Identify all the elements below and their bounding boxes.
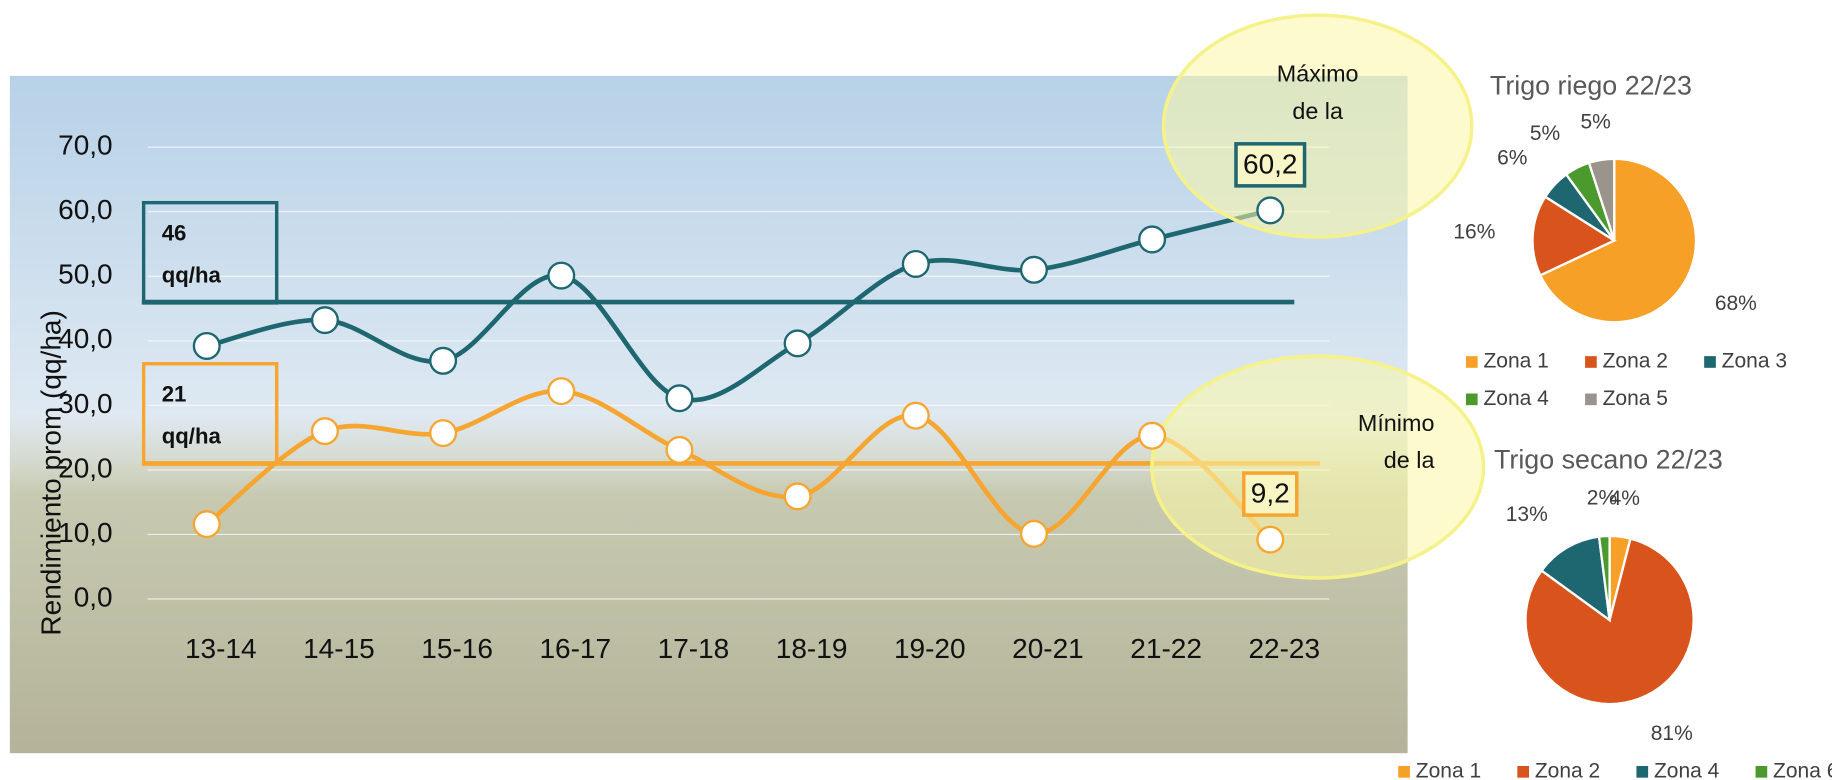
pie-value-label: 5% (1530, 122, 1560, 145)
annotation: Máximo de la serie (1230, 56, 1405, 138)
x-tick-label: 18-19 (776, 633, 848, 664)
pie-slice (1587, 157, 1616, 241)
annotation-text: Mínimo de la serie (1357, 411, 1435, 487)
reference-box: 46 qq/ha (141, 200, 279, 305)
legend-label: Zona 3 (1722, 350, 1787, 373)
reference-label-text: 46 qq/ha (161, 221, 221, 289)
value-label-box (1242, 471, 1299, 517)
y-tick-label: 20,0 (58, 452, 113, 483)
legend-label: Zona 2 (1603, 350, 1668, 373)
value-label-box (1234, 142, 1307, 188)
annotation-box: Máximo de la serie (1230, 56, 1405, 138)
legend-swatch (1636, 765, 1649, 778)
legend-label: Zona 1 (1416, 759, 1481, 780)
legend-label: Zona 4 (1483, 387, 1549, 410)
legend-swatch (1465, 393, 1478, 406)
pie-title: Trigo secano 22/23 (1494, 444, 1723, 474)
point-marker (1256, 196, 1285, 225)
point-marker (429, 419, 458, 448)
point-marker (547, 377, 576, 406)
point-marker (310, 306, 339, 335)
series-line (205, 388, 1272, 542)
y-axis-title: Rendimiento prom (qq/ha) (36, 310, 67, 635)
point-marker (901, 401, 930, 430)
pie-value-label: 81% (1651, 722, 1693, 745)
point-marker (783, 329, 812, 358)
pie-slice (1597, 534, 1611, 621)
point-marker (665, 384, 694, 413)
pie-title: Trigo riego 22/23 (1490, 71, 1692, 101)
legend-swatch (1755, 765, 1768, 778)
point-marker (547, 261, 576, 290)
y-tick-label: 60,0 (58, 194, 113, 225)
legend-swatch (1517, 765, 1530, 778)
x-tick-label: 13-14 (185, 633, 257, 664)
point-marker (901, 249, 930, 278)
point-marker (1138, 421, 1167, 450)
x-tick-label: 20-21 (1012, 633, 1084, 664)
y-tick-label: 50,0 (58, 259, 113, 290)
series-line (206, 208, 1271, 403)
point-marker (1019, 519, 1048, 548)
reference-label: 46 qq/ha (141, 200, 279, 305)
value-label: 9,2 (1251, 478, 1290, 509)
legend-label: Zona 5 (1603, 387, 1668, 410)
pie-slice (1531, 195, 1617, 277)
legend-swatch (1398, 765, 1410, 778)
legend-label: Zona 4 (1654, 759, 1720, 780)
y-tick-label: 40,0 (58, 323, 113, 354)
legend-label: Zona 6 (1773, 759, 1832, 780)
point-marker (665, 435, 694, 464)
point-marker (192, 331, 221, 360)
x-tick-label: 22-23 (1248, 633, 1320, 664)
pie-value-label: 68% (1715, 292, 1757, 315)
pie-slice (1538, 157, 1698, 324)
reference-label: 21 qq/ha (141, 361, 279, 466)
y-tick-label: 0,0 (74, 581, 113, 612)
point-marker (1019, 255, 1048, 284)
annotation-text: Máximo de la serie (1276, 61, 1359, 138)
x-tick-label: 17-18 (658, 633, 730, 664)
point-marker (1256, 525, 1285, 554)
legend-swatch (1704, 356, 1716, 368)
pie-value-label: 13% (1506, 503, 1548, 526)
legend-label: Zona 1 (1483, 350, 1548, 373)
legend-swatch (1465, 356, 1478, 368)
x-tick-label: 19-20 (894, 633, 966, 664)
x-tick-label: 16-17 (539, 633, 611, 664)
y-tick-label: 30,0 (58, 388, 113, 419)
pie-value-label: 4% (1610, 487, 1640, 510)
highlight-ellipse (1150, 354, 1486, 580)
point-marker (192, 510, 221, 539)
point-marker (310, 417, 339, 446)
y-tick-label: 70,0 (58, 130, 113, 161)
point-marker (783, 482, 812, 511)
reference-box: 21 qq/ha (141, 361, 279, 466)
x-tick-label: 21-22 (1130, 633, 1202, 664)
pie-value-label: 16% (1453, 221, 1495, 244)
annotation: Mínimo de la serie (1250, 405, 1435, 487)
reference-label-text: 21 qq/ha (161, 382, 221, 450)
point-marker (429, 346, 458, 375)
y-tick-label: 10,0 (58, 517, 113, 548)
legend-swatch (1585, 356, 1597, 368)
pie-value-label: 6% (1497, 147, 1527, 170)
pie-slice (1539, 535, 1612, 623)
point-marker (1138, 225, 1167, 254)
legend-swatch (1585, 393, 1597, 406)
pie-value-label: 5% (1580, 110, 1610, 133)
x-tick-label: 15-16 (421, 633, 493, 664)
legend-label: Zona 2 (1535, 759, 1600, 780)
x-tick-label: 14-15 (303, 633, 375, 664)
pie-value-label: 2% (1587, 486, 1617, 509)
value-label: 60,2 (1243, 148, 1298, 179)
annotation-box: Mínimo de la serie (1250, 405, 1435, 487)
